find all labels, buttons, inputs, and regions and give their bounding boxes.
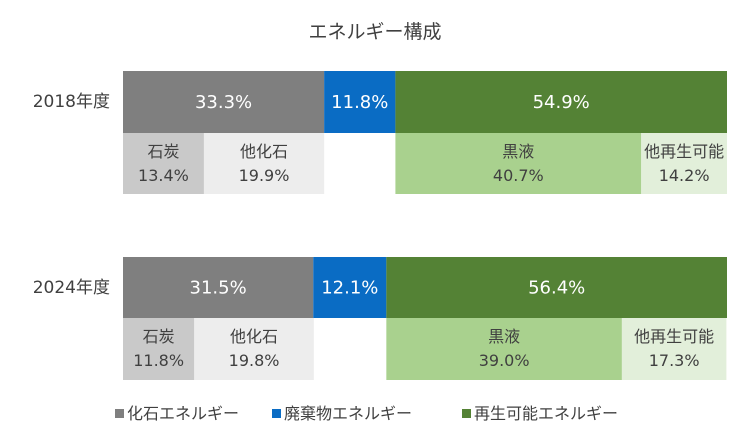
data-label: 31.5%	[190, 278, 247, 299]
legend: 化石エネルギー 廃棄物エネルギー 再生可能エネルギー	[115, 404, 618, 423]
breakdown-segment	[194, 318, 314, 380]
breakdown-segment	[123, 133, 204, 194]
breakdown-value-label: 11.8%	[133, 351, 184, 370]
legend-label: 化石エネルギー	[127, 404, 239, 423]
breakdown-name-label: 黒液	[488, 327, 520, 346]
category-label: 2024年度	[33, 278, 110, 298]
breakdown-value-label: 13.4%	[138, 166, 189, 185]
breakdown-name-label: 他化石	[230, 327, 278, 346]
breakdown-name-label: 他再生可能	[634, 327, 714, 346]
breakdown-value-label: 14.2%	[659, 166, 710, 185]
chart-title: エネルギー構成	[308, 21, 441, 43]
bar-segment	[395, 71, 727, 133]
breakdown-name-label: 黒液	[502, 142, 534, 161]
breakdown-segment	[386, 318, 622, 380]
legend-label: 廃棄物エネルギー	[284, 404, 412, 423]
breakdown-segment	[395, 133, 642, 194]
breakdown-value-label: 40.7%	[493, 166, 544, 185]
bar-segment	[313, 257, 387, 318]
breakdown-segment	[203, 133, 325, 194]
data-label: 56.4%	[528, 278, 585, 299]
breakdown-segment	[123, 318, 195, 380]
breakdown-name-label: 石炭	[143, 327, 175, 346]
data-label: 54.9%	[533, 92, 590, 113]
breakdown-name-label: 石炭	[147, 142, 179, 161]
breakdown-value-label: 19.9%	[239, 166, 290, 185]
data-label: 11.8%	[331, 92, 388, 113]
legend-swatch	[272, 409, 281, 418]
legend-label: 再生可能エネルギー	[474, 404, 618, 423]
bars-group: 2018年度 33.3% 11.8% 54.9% 石炭 13.4% 他化石 19.9% 黒液 40…	[33, 71, 727, 380]
breakdown-value-label: 39.0%	[479, 351, 530, 370]
breakdown-name-label: 他再生可能	[644, 142, 724, 161]
data-label: 33.3%	[195, 92, 252, 113]
bar-segment	[123, 71, 325, 133]
breakdown-segment	[621, 318, 727, 380]
breakdown-value-label: 19.8%	[229, 351, 280, 370]
data-label: 12.1%	[321, 278, 378, 299]
bar-segment	[324, 71, 396, 133]
legend-swatch	[462, 409, 471, 418]
breakdown-name-label: 他化石	[240, 142, 288, 161]
bar-segment	[386, 257, 727, 318]
breakdown-value-label: 17.3%	[649, 351, 700, 370]
bar-segment	[123, 257, 314, 318]
legend-swatch	[115, 409, 124, 418]
category-label: 2018年度	[33, 92, 110, 112]
breakdown-segment	[641, 133, 727, 194]
